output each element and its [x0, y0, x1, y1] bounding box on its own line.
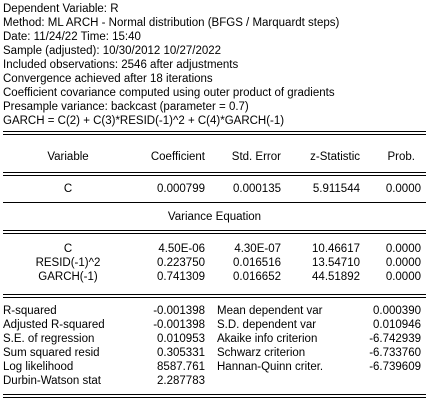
stat-label-right: S.D. dependent var: [217, 319, 317, 331]
row-z: 5.911544: [312, 183, 360, 195]
row-coef: 0.741309: [157, 271, 205, 283]
stat-value-left: 2.287783: [157, 375, 205, 387]
stat-label-left: Sum squared resid: [3, 347, 100, 359]
rule-mid: [3, 202, 426, 203]
stat-label-left: Durbin-Watson stat: [3, 375, 101, 387]
header-line-presample: Presample variance: backcast (parameter …: [3, 101, 249, 113]
stat-value-left: -0.001398: [153, 319, 205, 331]
row-coef: 0.000799: [157, 183, 205, 195]
header-line-covariance: Coefficient covariance computed using ou…: [3, 87, 335, 99]
rule-bottom: [3, 394, 426, 398]
row-se: 0.016516: [233, 257, 281, 269]
stat-label-left: Log likelihood: [3, 361, 74, 373]
stat-label-right: Mean dependent var: [217, 305, 323, 317]
row-z: 13.54710: [312, 257, 360, 269]
row-coef: 0.223750: [157, 257, 205, 269]
stat-value-left: 8587.761: [157, 361, 205, 373]
header-line-date: Date: 11/24/22 Time: 15:40: [3, 31, 141, 43]
stat-value-right: -6.733760: [369, 347, 421, 359]
variance-equation-title: Variance Equation: [167, 211, 262, 223]
row-z: 44.51892: [312, 271, 360, 283]
col-header-zstat: z-Statistic: [310, 151, 360, 163]
col-header-stderr: Std. Error: [231, 151, 281, 163]
rule-header: [3, 172, 426, 176]
stat-value-right: -6.739609: [369, 361, 421, 373]
row-variable: RESID(-1)^2: [35, 257, 101, 269]
col-header-coefficient: Coefficient: [150, 151, 205, 163]
rule-top: [3, 131, 426, 135]
header-line-convergence: Convergence achieved after 18 iterations: [3, 73, 213, 85]
stat-label-right: Hannan-Quinn criter.: [217, 361, 324, 373]
stat-label-left: Adjusted R-squared: [3, 319, 105, 331]
row-prob: 0.0000: [385, 183, 421, 195]
header-line-sample: Sample (adjusted): 10/30/2012 10/27/2022: [3, 45, 222, 57]
row-prob: 0.0000: [385, 271, 421, 283]
stat-value-left: 0.010953: [157, 333, 205, 345]
stat-value-right: 0.010946: [373, 319, 421, 331]
stat-value-right: 0.000390: [373, 305, 421, 317]
row-se: 4.30E-07: [234, 243, 281, 255]
header-line-garch-eq: GARCH = C(2) + C(3)*RESID(-1)^2 + C(4)*G…: [3, 115, 285, 127]
rule-variance: [3, 230, 426, 234]
stat-value-right: -6.742939: [369, 333, 421, 345]
col-header-prob: Prob.: [387, 151, 416, 163]
row-se: 0.000135: [233, 183, 281, 195]
row-se: 0.016652: [233, 271, 281, 283]
stat-label-left: S.E. of regression: [3, 333, 95, 345]
stat-label-left: R-squared: [3, 305, 57, 317]
row-prob: 0.0000: [385, 243, 421, 255]
row-prob: 0.0000: [385, 257, 421, 269]
row-variable: GARCH(-1): [38, 271, 98, 283]
row-variable: C: [63, 183, 73, 195]
header-line-obs: Included observations: 2546 after adjust…: [3, 59, 239, 71]
stat-label-right: Schwarz criterion: [217, 347, 306, 359]
col-header-variable: Variable: [47, 151, 89, 163]
row-z: 10.46617: [312, 243, 360, 255]
header-line-dependent: Dependent Variable: R: [3, 3, 119, 15]
stat-value-left: -0.001398: [153, 305, 205, 317]
stat-label-right: Akaike info criterion: [217, 333, 318, 345]
row-variable: C: [63, 243, 73, 255]
stat-value-left: 0.305331: [157, 347, 205, 359]
header-line-method: Method: ML ARCH - Normal distribution (B…: [3, 17, 340, 29]
rule-stats: [3, 294, 426, 298]
row-coef: 4.50E-06: [158, 243, 205, 255]
